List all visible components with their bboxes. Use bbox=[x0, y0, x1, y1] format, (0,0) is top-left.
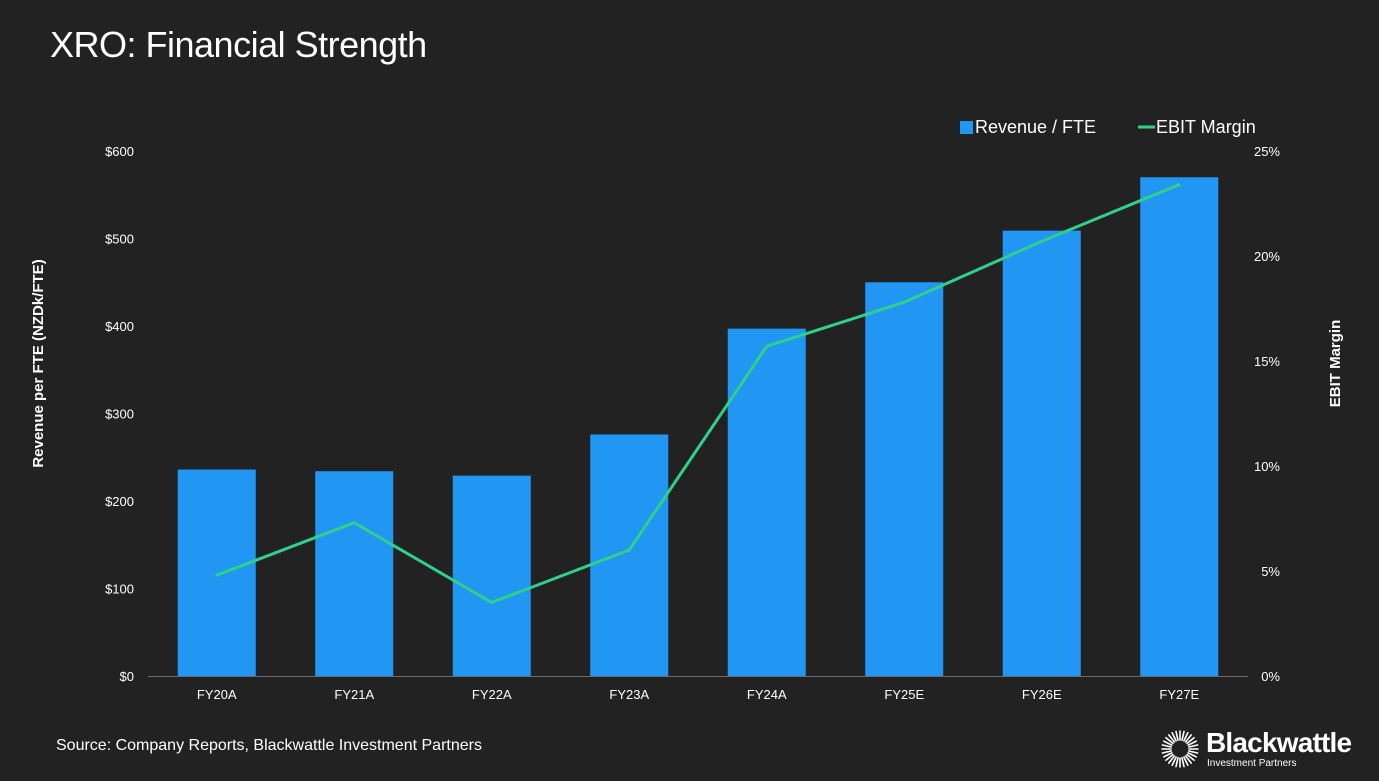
chart-legend: Revenue / FTE EBIT Margin bbox=[960, 117, 1256, 137]
x-tick-label: FY25E bbox=[884, 687, 924, 702]
y2-axis-title: EBIT Margin bbox=[1327, 320, 1344, 408]
brand-logo: Blackwattle Investment Partners bbox=[1160, 727, 1370, 771]
bar-fy24a bbox=[727, 328, 806, 676]
legend-swatch-bar bbox=[960, 121, 973, 134]
bar-fy25e bbox=[865, 282, 944, 676]
x-tick-label: FY22A bbox=[472, 687, 512, 702]
y-tick-label: $100 bbox=[105, 582, 134, 597]
x-tick-label: FY23A bbox=[609, 687, 649, 702]
bar-fy22a bbox=[452, 475, 531, 676]
y2-tick-label: 0% bbox=[1261, 669, 1280, 684]
axis-labels: FY20A FY21A FY22A FY23A FY24A FY25E FY26E FY27E… bbox=[30, 144, 1344, 702]
y-tick-label: $0 bbox=[120, 669, 134, 684]
y-tick-label: $500 bbox=[105, 232, 134, 247]
y-axis-title: Revenue per FTE (NZDk/FTE) bbox=[30, 259, 47, 467]
legend-label-bar: Revenue / FTE bbox=[975, 117, 1096, 137]
x-tick-label: FY26E bbox=[1022, 687, 1062, 702]
bar-fy23a bbox=[590, 434, 669, 676]
brand-tagline: Investment Partners bbox=[1207, 758, 1297, 769]
x-tick-label: FY20A bbox=[197, 687, 237, 702]
y-tick-label: $600 bbox=[105, 144, 134, 159]
bar-fy27e bbox=[1140, 177, 1219, 676]
bar-fy20a bbox=[177, 469, 256, 676]
y2-tick-label: 10% bbox=[1254, 459, 1280, 474]
x-tick-label: FY24A bbox=[747, 687, 787, 702]
y2-tick-label: 15% bbox=[1254, 354, 1280, 369]
y-tick-label: $400 bbox=[105, 319, 134, 334]
y-tick-label: $300 bbox=[105, 407, 134, 422]
y2-tick-label: 25% bbox=[1254, 144, 1280, 159]
y2-tick-label: 20% bbox=[1254, 249, 1280, 264]
source-note: Source: Company Reports, Blackwattle Inv… bbox=[56, 737, 482, 754]
y2-tick-label: 5% bbox=[1261, 564, 1280, 579]
y-tick-label: $200 bbox=[105, 494, 134, 509]
x-tick-label: FY27E bbox=[1159, 687, 1199, 702]
legend-label-line: EBIT Margin bbox=[1156, 117, 1256, 137]
line-series bbox=[215, 183, 1181, 604]
bar-series bbox=[177, 177, 1219, 676]
ebit-margin-line bbox=[215, 183, 1181, 604]
brand-name: Blackwattle bbox=[1206, 727, 1352, 758]
sunburst-logo-icon bbox=[1161, 730, 1199, 768]
page-title: XRO: Financial Strength bbox=[50, 24, 427, 65]
bar-fy21a bbox=[315, 471, 394, 676]
x-tick-label: FY21A bbox=[334, 687, 374, 702]
bar-fy26e bbox=[1002, 230, 1081, 676]
